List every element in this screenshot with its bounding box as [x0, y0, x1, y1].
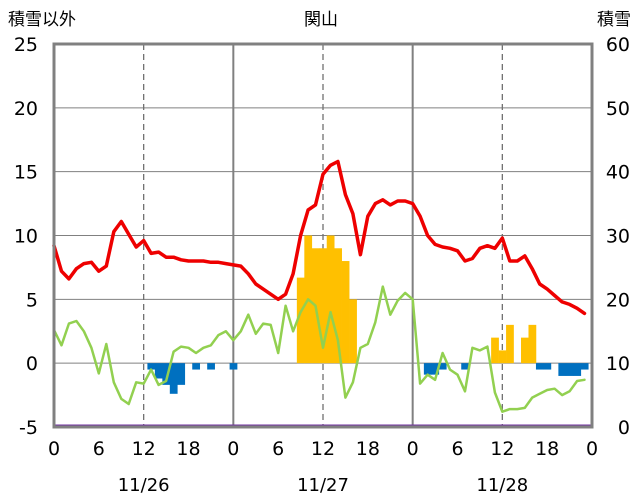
snow-decrease-bar	[192, 363, 201, 370]
snow-decrease-bar	[207, 363, 215, 370]
x-tick-label: 18	[356, 438, 380, 460]
snow-decrease-bar	[147, 363, 156, 370]
right-axis: 60 50 40 30 20 10 0	[606, 34, 630, 439]
right-axis-title: 積雪	[597, 10, 631, 30]
left-tick-label: 20	[14, 98, 38, 120]
right-tick-label: 10	[606, 353, 630, 375]
snow-decrease-bar	[535, 363, 544, 370]
snowfall-bar	[491, 337, 499, 364]
snow-decrease-bar	[154, 363, 163, 379]
temperature-line	[52, 159, 587, 316]
snowfall-bar	[296, 277, 305, 364]
date-label: 11/26	[118, 475, 170, 496]
x-tick-label: 0	[586, 438, 598, 460]
x-tick-label: 6	[272, 438, 284, 460]
left-tick-label: 15	[14, 162, 38, 184]
plot-frame	[52, 42, 594, 429]
gridlines	[54, 44, 592, 427]
left-tick-label: 25	[14, 34, 38, 56]
date-label: 11/28	[476, 475, 528, 496]
snow-decrease-bar	[431, 363, 440, 375]
right-tick-label: 30	[606, 226, 630, 248]
x-tick-label: 0	[407, 438, 419, 460]
snow-decrease-bar	[543, 363, 552, 370]
snow-decrease-bar	[229, 363, 238, 370]
snow-decrease-bar	[162, 363, 171, 385]
x-tick-label: 0	[227, 438, 239, 460]
snow-decrease-bar	[423, 363, 432, 375]
x-tick-label: 6	[451, 438, 463, 460]
left-tick-label: -5	[19, 417, 38, 439]
left-tick-label: 0	[26, 353, 38, 375]
snowfall-bar	[326, 235, 335, 364]
snowfall-bar	[341, 261, 350, 364]
chart-title: 関山	[304, 10, 338, 30]
left-axis-title: 積雪以外	[8, 10, 76, 30]
left-tick-label: 5	[26, 289, 38, 311]
x-tick-label: 18	[176, 438, 200, 460]
date-label: 11/27	[297, 475, 349, 496]
x-tick-label: 0	[48, 438, 60, 460]
snow-decrease-bar	[573, 363, 582, 376]
x-tick-label: 12	[311, 438, 335, 460]
snow-decrease-bar	[169, 363, 178, 394]
snow-decrease-bar	[461, 363, 470, 370]
snow-decrease-bar	[558, 363, 567, 376]
x-axis: 0 6 12 18 0 6 12 18 0 6 12 18 0	[48, 438, 598, 460]
left-tick-label: 10	[14, 226, 38, 248]
snow-decrease-bar	[438, 363, 447, 370]
x-tick-label: 18	[535, 438, 559, 460]
snow-decrease-bar	[177, 363, 186, 385]
right-tick-label: 50	[606, 98, 630, 120]
right-tick-label: 20	[606, 289, 630, 311]
snow-decrease-bar	[565, 363, 574, 376]
snowfall-bar	[528, 324, 537, 364]
snowfall-bar	[506, 324, 514, 364]
x-tick-label: 12	[132, 438, 156, 460]
right-tick-label: 40	[606, 162, 630, 184]
right-tick-label: 0	[618, 417, 630, 439]
x-tick-label: 12	[490, 438, 514, 460]
snowfall-bar	[498, 350, 507, 364]
x-tick-label: 6	[93, 438, 105, 460]
snowfall-bar	[334, 248, 342, 364]
left-axis: 25 20 15 10 5 0 -5	[14, 34, 38, 439]
date-labels: 11/26 11/27 11/28	[118, 475, 529, 496]
right-tick-label: 60	[606, 34, 630, 56]
green-series-line	[52, 285, 586, 413]
snow-decrease-bar	[580, 363, 589, 370]
snowfall-bar	[319, 248, 328, 364]
snowfall-bar	[349, 299, 357, 364]
snowfall-bar	[521, 337, 529, 364]
